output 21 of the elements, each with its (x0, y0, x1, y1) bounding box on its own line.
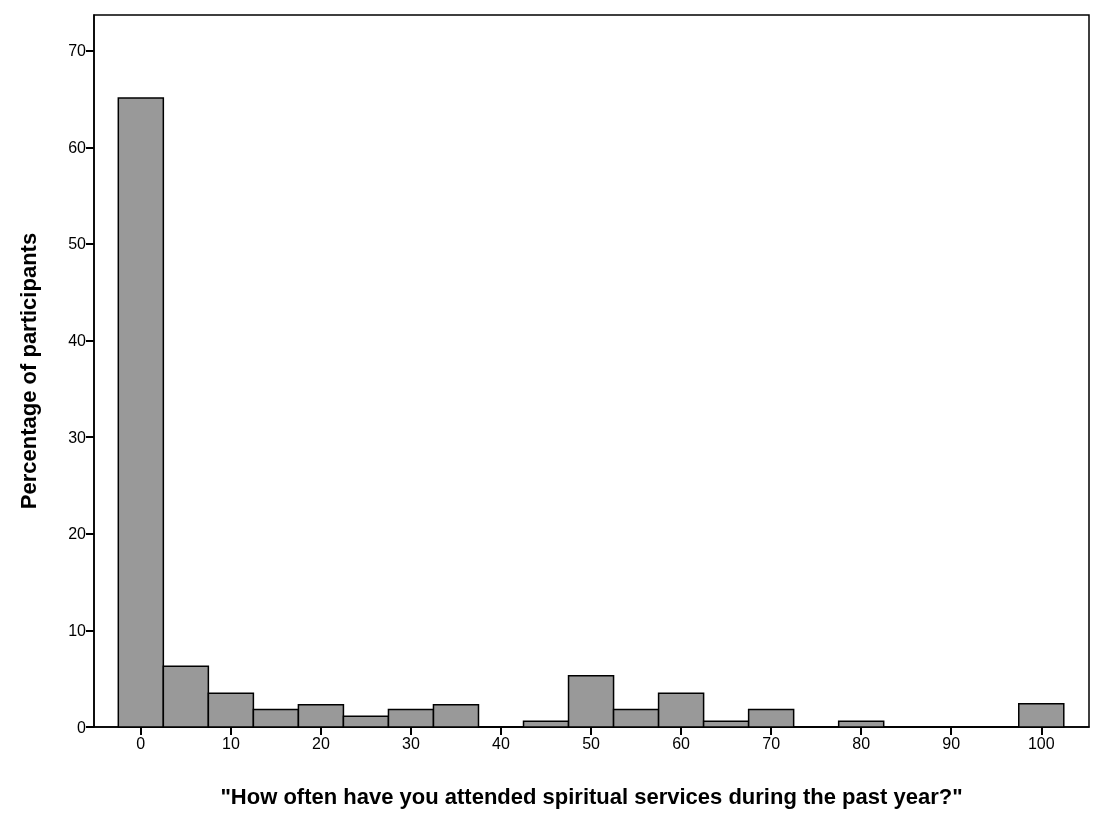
y-tick-label: 70 (68, 42, 87, 60)
x-tick-label: 30 (402, 734, 420, 752)
x-tick-label: 0 (136, 734, 146, 752)
x-tick-label: 70 (762, 734, 781, 752)
x-tick-label: 100 (1027, 734, 1055, 752)
x-tick-label: 10 (221, 734, 240, 752)
y-tick-label: 10 (68, 621, 87, 639)
y-tick-label: 40 (68, 332, 87, 350)
x-tick-label: 50 (582, 734, 601, 752)
x-tick-label: 80 (852, 734, 871, 752)
x-tick-label: 20 (312, 734, 330, 752)
x-axis-title: "How often have you attended spiritual services during the past year?" (220, 783, 963, 809)
y-axis-title: Percentage of participants (15, 232, 41, 510)
x-tick-label: 60 (672, 734, 691, 752)
y-tick-label: 30 (68, 428, 87, 446)
y-tick-label: 50 (68, 235, 87, 253)
y-tick-label: 20 (68, 525, 87, 543)
x-tick-label: 90 (942, 734, 961, 752)
y-tick-label: 0 (77, 718, 87, 736)
x-tick-label: 40 (492, 734, 510, 752)
y-tick-label: 60 (68, 138, 87, 156)
